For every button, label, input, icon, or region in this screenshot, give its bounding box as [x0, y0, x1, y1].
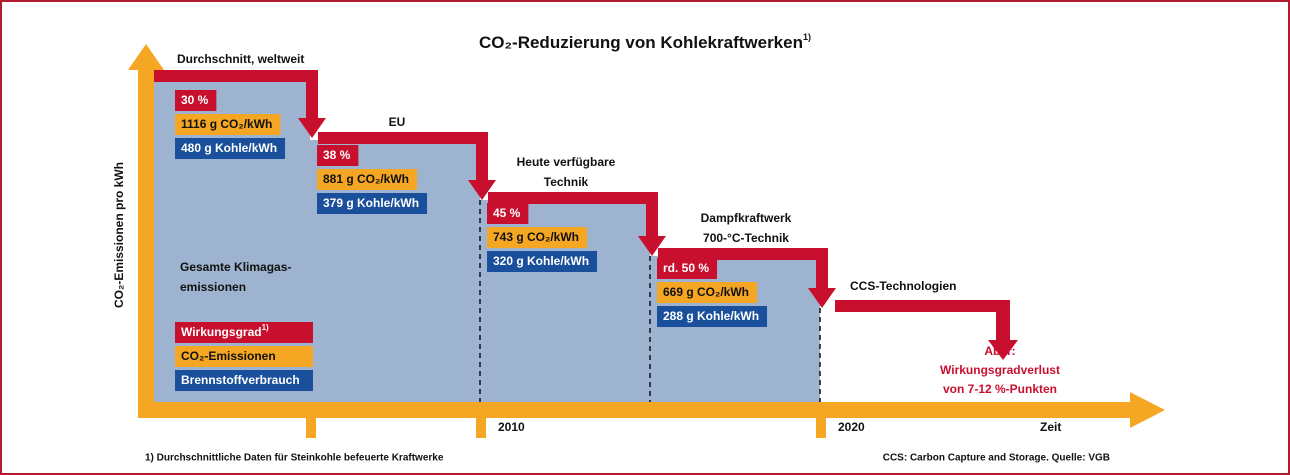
badge [317, 145, 359, 166]
x-label: 2020 [838, 420, 865, 434]
area-label: Gesamte Klimagas- [180, 260, 291, 274]
area [650, 256, 820, 410]
badge [657, 258, 718, 279]
tick-block [306, 418, 316, 438]
step-arrow [835, 300, 1018, 360]
badge [657, 282, 758, 303]
step-arrow [318, 132, 496, 200]
dashed-lines [479, 200, 821, 410]
badge-text: 320 g Kohle/kWh [493, 254, 589, 268]
step-arrow [488, 192, 666, 256]
legend-swatch [175, 370, 313, 391]
title-text: CO₂-Reduzierung von Kohlekraftwerken [479, 33, 803, 52]
step-arrow [148, 70, 326, 138]
badge [487, 251, 598, 272]
step-arrows [148, 70, 1018, 360]
legend-label: Brennstoffverbrauch [181, 373, 300, 387]
stage-title: Durchschnitt, weltweit [177, 52, 304, 66]
badge [317, 169, 418, 190]
legend-swatch [175, 346, 313, 367]
badge-text: 881 g CO₂/kWh [323, 172, 409, 186]
stage-title: EU [389, 115, 406, 129]
stage-title: Heute verfügbare [517, 155, 616, 169]
y-axis-label: CO₂-Emissionen pro kWh [112, 162, 126, 308]
badge [657, 306, 768, 327]
legend-label: Wirkungsgrad1) [181, 323, 269, 339]
badge-text: rd. 50 % [663, 261, 709, 275]
badge-text: 669 g CO₂/kWh [663, 285, 749, 299]
badge [317, 193, 428, 214]
badge-text: 1116 g CO₂/kWh [181, 117, 272, 131]
stage-title: Technik [544, 175, 589, 189]
annotation: Wirkungsgradverlust [940, 363, 1060, 377]
badge-text: 743 g CO₂/kWh [493, 230, 579, 244]
badge-text: 45 % [493, 206, 521, 220]
badge-text: 288 g Kohle/kWh [663, 309, 759, 323]
tick-block [816, 418, 826, 438]
badge-text: 379 g Kohle/kWh [323, 196, 419, 210]
stage-title: CCS-Technologien [850, 279, 956, 293]
badge [487, 203, 529, 224]
badge-text: 38 % [323, 148, 351, 162]
legend-text: Wirkungsgrad [181, 325, 262, 339]
axes [128, 44, 1165, 438]
title: CO₂-Reduzierung von Kohlekraftwerken1) [479, 32, 811, 52]
footnote: 1) Durchschnittliche Daten für Steinkohl… [145, 453, 444, 464]
step-arrow [658, 248, 836, 308]
annotation: Aber: [984, 344, 1015, 358]
legend-label: CO₂-Emissionen [181, 349, 276, 363]
x-label: Zeit [1040, 420, 1061, 434]
tick-block [476, 418, 486, 438]
source: CCS: Carbon Capture and Storage. Quelle:… [883, 453, 1110, 464]
badge-text: 30 % [181, 93, 209, 107]
badge-text: 480 g Kohle/kWh [181, 141, 277, 155]
title-note: 1) [803, 32, 811, 42]
legend-swatch [175, 322, 313, 343]
annotation: von 7-12 %-Punkten [943, 382, 1057, 396]
badge [175, 114, 281, 135]
stage-title: Dampfkraftwerk [701, 211, 792, 225]
area-label: emissionen [180, 280, 246, 294]
legend-note: 1) [262, 323, 269, 332]
badge [487, 227, 588, 248]
stage-title: 700-°C-Technik [703, 231, 789, 245]
x-label: 2010 [498, 420, 525, 434]
badge [175, 138, 286, 159]
badge [175, 90, 217, 111]
